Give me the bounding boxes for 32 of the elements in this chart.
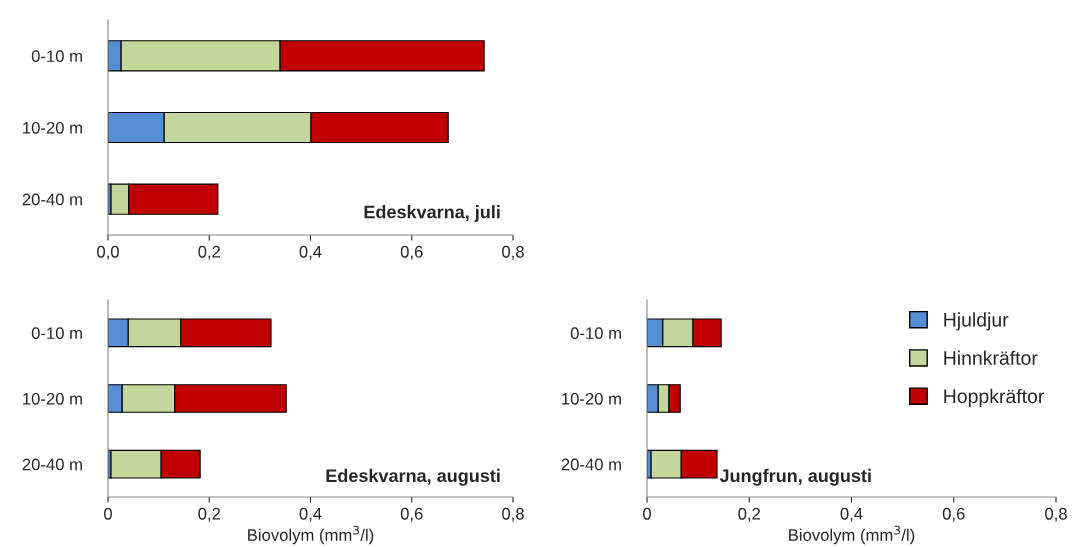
x-tick-label: 0,2 (738, 507, 760, 522)
y-tick-label: 10-20 m (562, 392, 621, 405)
x-axis-title: Biovolym (mm$^{3}$/l) (789, 525, 915, 545)
y-tick-label: 10-20 m (23, 392, 82, 405)
x-tick-label: 0 (104, 507, 112, 520)
y-tick-label: 20-40 m (22, 458, 82, 471)
x-tick-label: 0,8 (502, 507, 524, 522)
legend-label: Hjuldjur (944, 312, 1009, 331)
y-tick-label: 20-40 m (561, 458, 621, 471)
x-tick-label: 0,2 (198, 507, 220, 522)
legend-label: Hoppkräftor (944, 388, 1045, 407)
y-tick-label: 0-10 m (31, 327, 82, 340)
y-tick-label: 20-40 m (22, 193, 82, 206)
x-tick-label: 0,6 (400, 245, 423, 260)
x-tick-label: 0,4 (299, 245, 322, 260)
x-tick-label: 0,2 (198, 245, 220, 260)
y-tick-label: 0-10 m (31, 50, 82, 63)
x-axis-title: Biovolym (mm$^{3}$/l) (248, 525, 374, 545)
x-tick-label: 0,8 (1045, 507, 1067, 522)
legend-label: Hinnkräftor (944, 350, 1038, 365)
x-tick-label: 0,0 (97, 245, 119, 260)
x-tick-label: 0,6 (942, 507, 965, 522)
annotation: Jungfrun, augusti (719, 468, 871, 486)
x-tick-label: 0,4 (840, 507, 863, 522)
x-tick-label: 0 (643, 507, 651, 520)
annotation: Edeskvarna, augusti (326, 468, 500, 486)
y-tick-label: 0-10 m (570, 327, 621, 340)
x-tick-label: 0,6 (400, 507, 423, 522)
x-tick-label: 0,4 (299, 507, 322, 522)
x-tick-label: 0,8 (502, 245, 524, 260)
annotation: Edeskvarna, juli (364, 205, 500, 222)
y-tick-label: 10-20 m (23, 121, 82, 134)
